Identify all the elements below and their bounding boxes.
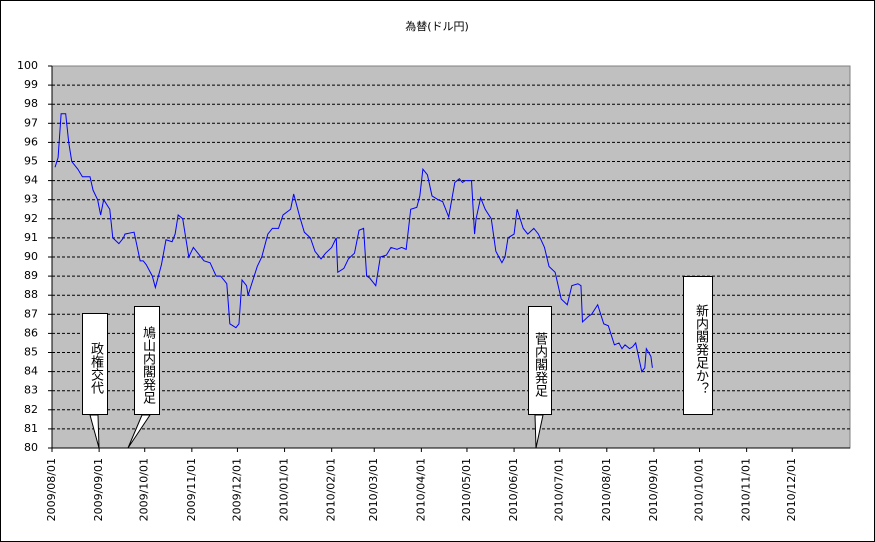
x-tick-label: 2010/01/01 [278,458,291,521]
y-tick-label: 85 [24,346,38,359]
callout-pointer [127,414,151,449]
x-tick-label: 2009/08/01 [45,458,58,521]
y-tick-label: 94 [24,174,38,187]
x-tick-label: 2009/12/01 [230,458,243,521]
x-tick-label: 2010/05/01 [460,458,473,521]
y-tick-label: 89 [24,269,38,282]
y-tick-label: 99 [24,78,38,91]
y-tick-label: 97 [24,116,38,129]
y-tick-label: 87 [24,307,38,320]
x-tick-label: 2010/03/01 [367,458,380,521]
x-tick-label: 2010/06/01 [507,458,520,521]
annotation: 政権交代 [82,313,108,415]
callout-pointer [534,414,544,449]
y-tick-label: 95 [24,155,38,168]
y-tick-label: 93 [24,193,38,206]
x-tick-label: 2009/09/01 [92,458,105,521]
x-tick-label: 2010/10/01 [693,458,706,521]
y-tick-label: 83 [24,384,38,397]
chart-title: 為替(ドル円) [405,19,469,33]
x-tick-label: 2009/10/01 [138,458,151,521]
annotation: 鳩山内閣発足 [134,306,160,415]
y-tick-label: 98 [24,97,38,110]
y-tick-label: 81 [24,422,38,435]
y-tick-label: 80 [24,441,38,454]
x-tick-label: 2009/11/01 [185,458,198,521]
x-tick-label: 2010/08/01 [600,458,613,521]
y-tick-label: 91 [24,231,38,244]
x-tick-label: 2010/09/01 [647,458,660,521]
y-tick-label: 100 [17,59,38,72]
data-line [54,113,653,373]
y-tick-label: 92 [24,212,38,225]
callout-pointer [89,414,100,449]
x-tick-label: 2010/11/01 [740,458,753,521]
y-tick-label: 88 [24,288,38,301]
y-tick-label: 84 [24,365,38,378]
y-tick-label: 86 [24,326,38,339]
x-tick-label: 2010/04/01 [414,458,427,521]
plot-area [51,65,851,449]
x-tick-label: 2010/12/01 [785,458,798,521]
y-tick-label: 82 [24,403,38,416]
y-tick-label: 96 [24,135,38,148]
annotation: 新内閣発足か？ [683,276,713,415]
x-tick-label: 2010/02/01 [325,458,338,521]
x-tick-label: 2010/07/01 [553,458,566,521]
y-tick-label: 90 [24,250,38,263]
annotation: 菅内閣発足 [528,306,552,415]
